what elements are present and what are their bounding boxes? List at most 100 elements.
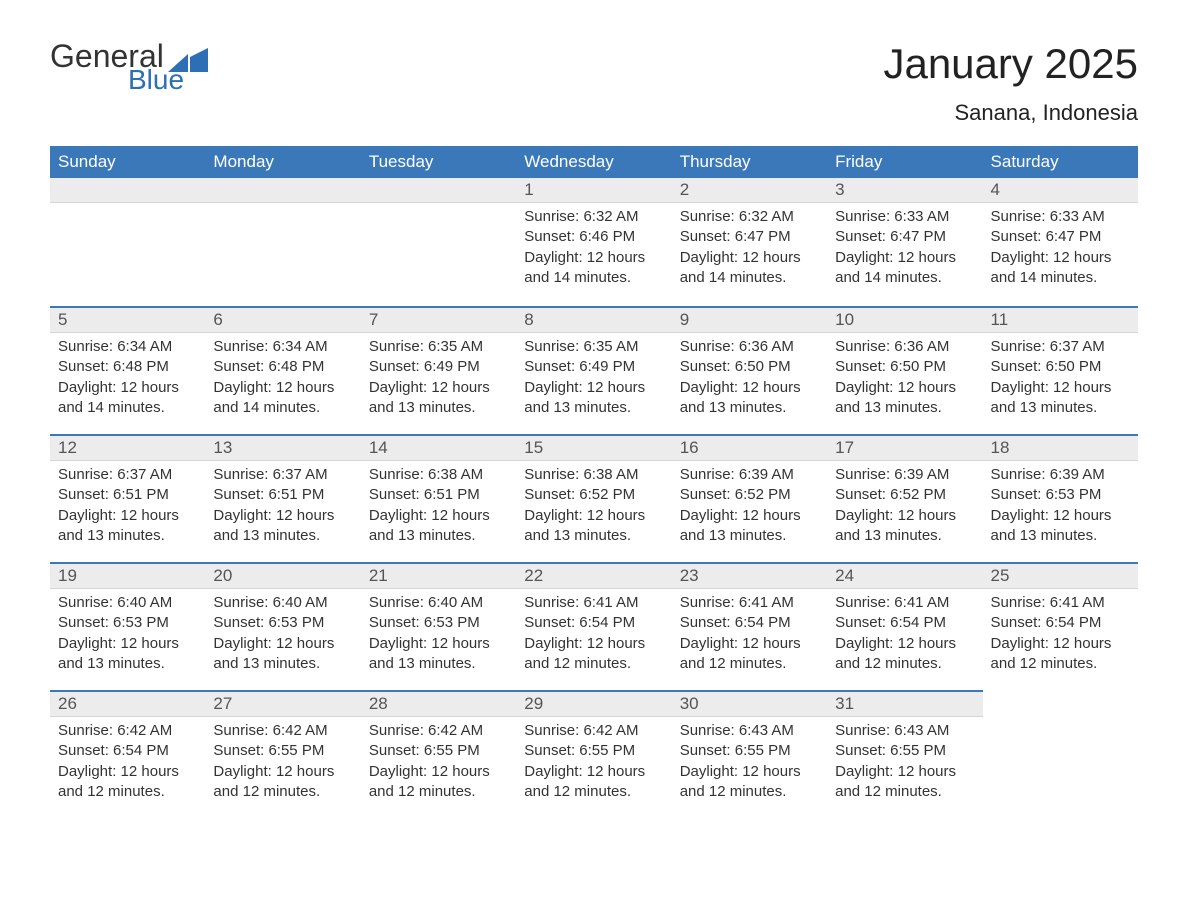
sunset-line: Sunset: 6:55 PM <box>213 741 352 761</box>
calendar-cell: 20Sunrise: 6:40 AMSunset: 6:53 PMDayligh… <box>205 562 360 690</box>
day-header: Tuesday <box>361 146 516 178</box>
daylight-line: Daylight: 12 hours and 12 minutes. <box>524 762 663 803</box>
calendar-cell: 14Sunrise: 6:38 AMSunset: 6:51 PMDayligh… <box>361 434 516 562</box>
daylight-line: Daylight: 12 hours and 13 minutes. <box>835 506 974 547</box>
sunset-line: Sunset: 6:50 PM <box>991 357 1130 377</box>
day-body: Sunrise: 6:41 AMSunset: 6:54 PMDaylight:… <box>516 589 671 686</box>
calendar-cell: 5Sunrise: 6:34 AMSunset: 6:48 PMDaylight… <box>50 306 205 434</box>
sunset-line: Sunset: 6:51 PM <box>369 485 508 505</box>
daylight-line: Daylight: 12 hours and 13 minutes. <box>58 634 197 675</box>
day-number: 13 <box>205 434 360 461</box>
day-number: 16 <box>672 434 827 461</box>
sunset-line: Sunset: 6:54 PM <box>680 613 819 633</box>
daylight-line: Daylight: 12 hours and 14 minutes. <box>835 248 974 289</box>
day-number: 1 <box>516 178 671 203</box>
sunrise-line: Sunrise: 6:40 AM <box>369 593 508 613</box>
sunrise-line: Sunrise: 6:42 AM <box>58 721 197 741</box>
day-number: 29 <box>516 690 671 717</box>
sunrise-line: Sunrise: 6:35 AM <box>524 337 663 357</box>
sunrise-line: Sunrise: 6:40 AM <box>58 593 197 613</box>
day-body: Sunrise: 6:41 AMSunset: 6:54 PMDaylight:… <box>983 589 1138 686</box>
month-title: January 2025 <box>883 40 1138 88</box>
sunrise-line: Sunrise: 6:36 AM <box>680 337 819 357</box>
day-number: 20 <box>205 562 360 589</box>
sunrise-line: Sunrise: 6:33 AM <box>991 207 1130 227</box>
day-body: Sunrise: 6:39 AMSunset: 6:53 PMDaylight:… <box>983 461 1138 558</box>
day-body: Sunrise: 6:37 AMSunset: 6:50 PMDaylight:… <box>983 333 1138 430</box>
daylight-line: Daylight: 12 hours and 14 minutes. <box>58 378 197 419</box>
sunrise-line: Sunrise: 6:43 AM <box>680 721 819 741</box>
calendar-cell: 8Sunrise: 6:35 AMSunset: 6:49 PMDaylight… <box>516 306 671 434</box>
day-number: 25 <box>983 562 1138 589</box>
title-block: January 2025 Sanana, Indonesia <box>883 40 1138 126</box>
daylight-line: Daylight: 12 hours and 13 minutes. <box>213 506 352 547</box>
day-body: Sunrise: 6:35 AMSunset: 6:49 PMDaylight:… <box>516 333 671 430</box>
calendar-cell: 1Sunrise: 6:32 AMSunset: 6:46 PMDaylight… <box>516 178 671 306</box>
calendar-week-row: 26Sunrise: 6:42 AMSunset: 6:54 PMDayligh… <box>50 690 1138 818</box>
day-body: Sunrise: 6:34 AMSunset: 6:48 PMDaylight:… <box>205 333 360 430</box>
daylight-line: Daylight: 12 hours and 12 minutes. <box>835 634 974 675</box>
day-header: Sunday <box>50 146 205 178</box>
calendar-cell: 7Sunrise: 6:35 AMSunset: 6:49 PMDaylight… <box>361 306 516 434</box>
sunrise-line: Sunrise: 6:42 AM <box>524 721 663 741</box>
calendar-cell: 15Sunrise: 6:38 AMSunset: 6:52 PMDayligh… <box>516 434 671 562</box>
day-number: 5 <box>50 306 205 333</box>
calendar-cell: 27Sunrise: 6:42 AMSunset: 6:55 PMDayligh… <box>205 690 360 818</box>
logo: General Blue <box>50 40 208 94</box>
calendar-cell: 11Sunrise: 6:37 AMSunset: 6:50 PMDayligh… <box>983 306 1138 434</box>
day-number: 8 <box>516 306 671 333</box>
sunset-line: Sunset: 6:48 PM <box>213 357 352 377</box>
day-body: Sunrise: 6:42 AMSunset: 6:55 PMDaylight:… <box>205 717 360 814</box>
day-header: Saturday <box>983 146 1138 178</box>
day-body: Sunrise: 6:33 AMSunset: 6:47 PMDaylight:… <box>983 203 1138 300</box>
calendar-cell: 2Sunrise: 6:32 AMSunset: 6:47 PMDaylight… <box>672 178 827 306</box>
day-body: Sunrise: 6:33 AMSunset: 6:47 PMDaylight:… <box>827 203 982 300</box>
day-header: Monday <box>205 146 360 178</box>
day-number: 23 <box>672 562 827 589</box>
day-body: Sunrise: 6:38 AMSunset: 6:52 PMDaylight:… <box>516 461 671 558</box>
sunrise-line: Sunrise: 6:42 AM <box>213 721 352 741</box>
day-body: Sunrise: 6:32 AMSunset: 6:47 PMDaylight:… <box>672 203 827 300</box>
sunrise-line: Sunrise: 6:40 AM <box>213 593 352 613</box>
calendar-week-row: 12Sunrise: 6:37 AMSunset: 6:51 PMDayligh… <box>50 434 1138 562</box>
calendar-cell: 13Sunrise: 6:37 AMSunset: 6:51 PMDayligh… <box>205 434 360 562</box>
day-body: Sunrise: 6:35 AMSunset: 6:49 PMDaylight:… <box>361 333 516 430</box>
day-header: Wednesday <box>516 146 671 178</box>
sunrise-line: Sunrise: 6:34 AM <box>58 337 197 357</box>
day-body: Sunrise: 6:43 AMSunset: 6:55 PMDaylight:… <box>827 717 982 814</box>
daylight-line: Daylight: 12 hours and 13 minutes. <box>58 506 197 547</box>
sunset-line: Sunset: 6:55 PM <box>835 741 974 761</box>
sunrise-line: Sunrise: 6:36 AM <box>835 337 974 357</box>
calendar-cell: 23Sunrise: 6:41 AMSunset: 6:54 PMDayligh… <box>672 562 827 690</box>
sunrise-line: Sunrise: 6:39 AM <box>680 465 819 485</box>
day-number: 9 <box>672 306 827 333</box>
day-number: 2 <box>672 178 827 203</box>
sunrise-line: Sunrise: 6:37 AM <box>991 337 1130 357</box>
daylight-line: Daylight: 12 hours and 13 minutes. <box>524 506 663 547</box>
calendar-week-row: 5Sunrise: 6:34 AMSunset: 6:48 PMDaylight… <box>50 306 1138 434</box>
sunset-line: Sunset: 6:49 PM <box>369 357 508 377</box>
daylight-line: Daylight: 12 hours and 13 minutes. <box>369 378 508 419</box>
calendar-cell: 10Sunrise: 6:36 AMSunset: 6:50 PMDayligh… <box>827 306 982 434</box>
sunrise-line: Sunrise: 6:39 AM <box>835 465 974 485</box>
day-body: Sunrise: 6:39 AMSunset: 6:52 PMDaylight:… <box>827 461 982 558</box>
calendar-table: SundayMondayTuesdayWednesdayThursdayFrid… <box>50 146 1138 818</box>
calendar-cell: 28Sunrise: 6:42 AMSunset: 6:55 PMDayligh… <box>361 690 516 818</box>
sunset-line: Sunset: 6:47 PM <box>991 227 1130 247</box>
day-number: 12 <box>50 434 205 461</box>
day-number: 22 <box>516 562 671 589</box>
day-number: 11 <box>983 306 1138 333</box>
day-body: Sunrise: 6:42 AMSunset: 6:55 PMDaylight:… <box>516 717 671 814</box>
sunrise-line: Sunrise: 6:41 AM <box>524 593 663 613</box>
calendar-cell: 24Sunrise: 6:41 AMSunset: 6:54 PMDayligh… <box>827 562 982 690</box>
daylight-line: Daylight: 12 hours and 12 minutes. <box>58 762 197 803</box>
sunrise-line: Sunrise: 6:41 AM <box>680 593 819 613</box>
daylight-line: Daylight: 12 hours and 14 minutes. <box>213 378 352 419</box>
sunset-line: Sunset: 6:54 PM <box>991 613 1130 633</box>
day-number: 19 <box>50 562 205 589</box>
calendar-cell: 17Sunrise: 6:39 AMSunset: 6:52 PMDayligh… <box>827 434 982 562</box>
day-number: 28 <box>361 690 516 717</box>
sunrise-line: Sunrise: 6:34 AM <box>213 337 352 357</box>
sunrise-line: Sunrise: 6:41 AM <box>991 593 1130 613</box>
sunrise-line: Sunrise: 6:43 AM <box>835 721 974 741</box>
